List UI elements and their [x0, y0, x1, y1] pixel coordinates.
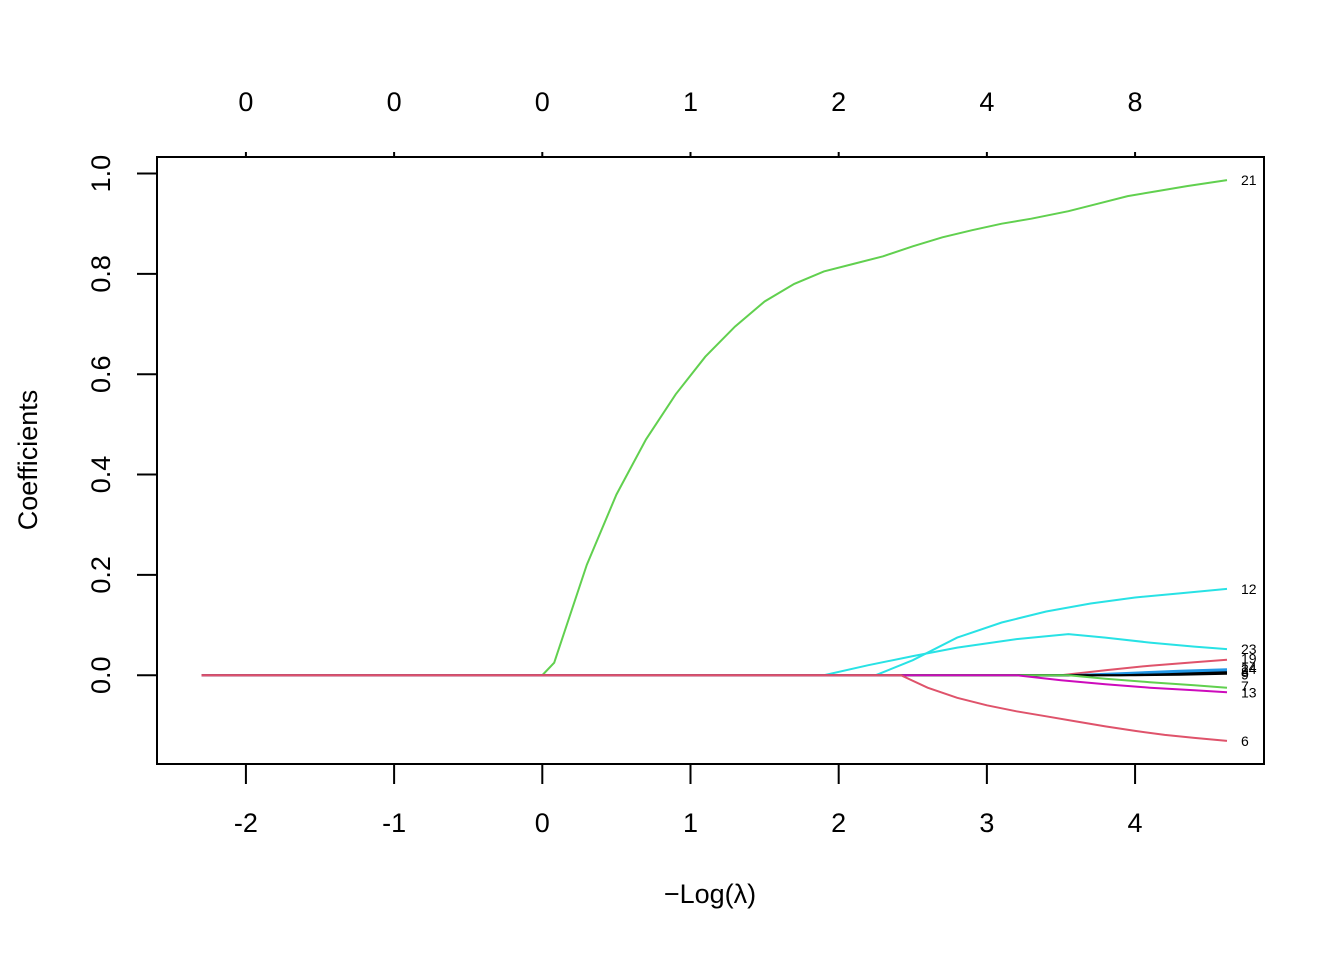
- series-end-label-21: 21: [1241, 172, 1257, 188]
- top-tick-label: 0: [238, 87, 253, 117]
- plot-frame: [156, 156, 1265, 765]
- x-tick-label: 2: [831, 808, 846, 838]
- series-line-21: [201, 179, 1228, 677]
- series-line-23: [201, 633, 1228, 677]
- series-end-label-23: 23: [1241, 641, 1257, 657]
- x-axis-label-main: Log(λ): [680, 879, 757, 909]
- y-tick-label: 1.0: [86, 155, 116, 193]
- series-line-19: [201, 658, 1228, 677]
- y-tick-label: 0.2: [86, 556, 116, 594]
- top-tick-label: 0: [535, 87, 550, 117]
- series-end-label-7: 7: [1241, 678, 1249, 694]
- series-layer: [201, 179, 1228, 742]
- y-tick-label: 0.0: [86, 656, 116, 694]
- x-tick-label: 4: [1128, 808, 1143, 838]
- series-end-label-14: 14: [1241, 659, 1257, 675]
- series-line-6: [201, 674, 1228, 742]
- x-tick-label: 0: [535, 808, 550, 838]
- x-axis-label-prefix: −: [664, 879, 680, 909]
- x-tick-label: 1: [683, 808, 698, 838]
- series-end-label-6: 6: [1241, 733, 1249, 749]
- x-tick-label: -1: [382, 808, 406, 838]
- top-tick-label: 2: [831, 87, 846, 117]
- top-tick-label: 1: [683, 87, 698, 117]
- series-end-label-12: 12: [1241, 581, 1257, 597]
- x-tick-label: 3: [979, 808, 994, 838]
- y-axis-left: 0.0 0.2 0.4 0.6 0.8 1.0: [86, 155, 158, 694]
- series-end-label-8: 8: [1241, 664, 1249, 680]
- series-line-12: [201, 587, 1228, 677]
- series-end-label-19: 19: [1241, 651, 1257, 667]
- x-tick-label: -2: [234, 808, 258, 838]
- top-tick-label: 4: [979, 87, 994, 117]
- x-axis-top: 0 0 0 1 2 4 8: [238, 87, 1143, 158]
- x-axis-label: −Log(λ): [664, 879, 756, 909]
- y-tick-label: 0.4: [86, 456, 116, 494]
- series-end-label-9: 9: [1241, 667, 1249, 683]
- y-tick-label: 0.8: [86, 255, 116, 293]
- series-line-13: [201, 674, 1228, 694]
- y-axis-label: Coefficients: [13, 390, 43, 531]
- series-end-label-24: 24: [1241, 661, 1257, 677]
- top-tick-label: 8: [1128, 87, 1143, 117]
- series-end-label-13: 13: [1241, 684, 1257, 700]
- y-tick-label: 0.6: [86, 355, 116, 393]
- x-axis-bottom: -2 -1 0 1 2 3 4: [234, 763, 1143, 838]
- top-tick-label: 0: [387, 87, 402, 117]
